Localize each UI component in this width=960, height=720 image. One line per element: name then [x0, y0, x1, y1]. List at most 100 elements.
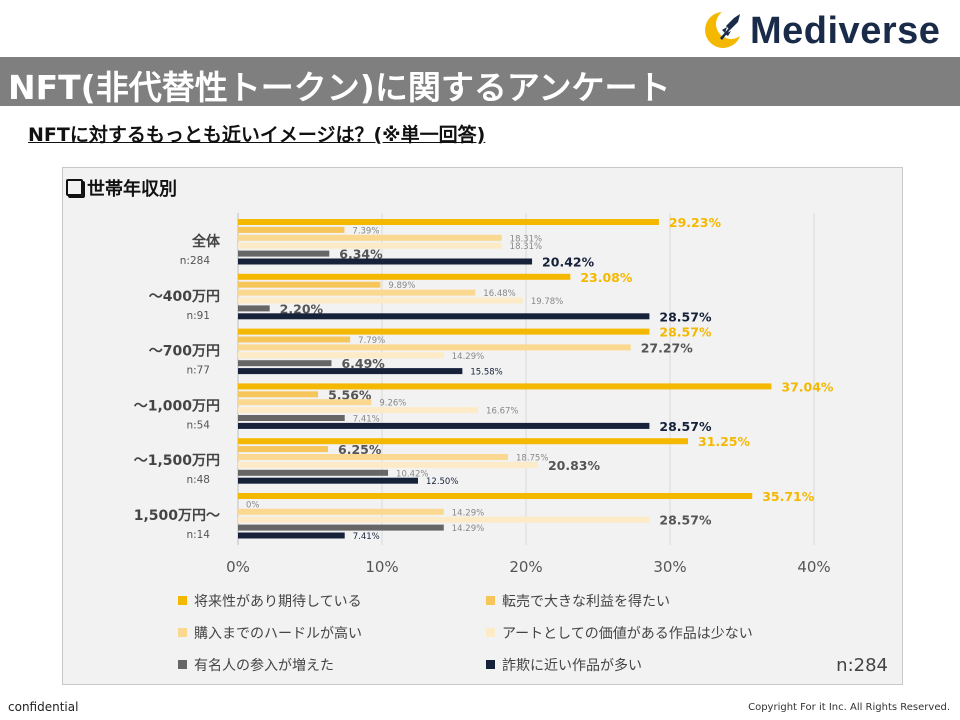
bar-value-label: 7.41%: [353, 415, 380, 425]
category-label: 全体: [191, 233, 221, 250]
bar: [238, 242, 502, 249]
bar: [238, 313, 650, 320]
bar-value-label: 9.26%: [379, 399, 406, 409]
bar: [238, 273, 571, 280]
category-label: ～1,500万円: [134, 453, 220, 469]
bar: [238, 336, 351, 343]
bar-value-label: 2.20%: [280, 301, 324, 316]
bar-value-label: 27.27%: [641, 340, 694, 355]
bar-value-label: 14.29%: [452, 352, 484, 362]
bar-value-label: 6.49%: [341, 356, 385, 371]
legend-swatch: [486, 596, 495, 605]
x-tick-label: 10%: [365, 558, 398, 576]
bar-value-label: 9.89%: [388, 281, 415, 291]
footer-confidential: confidential: [8, 700, 79, 714]
bar: [238, 368, 463, 375]
x-tick-label: 0%: [226, 558, 250, 576]
bar-value-label: 18.31%: [510, 242, 542, 252]
bar-value-label: 14.29%: [452, 508, 484, 518]
bar-value-label: 12.50%: [426, 477, 458, 487]
chart-title-text: 世帯年収別: [87, 179, 177, 200]
legend-label: アートとしての価値がある作品は少ない: [502, 626, 753, 642]
x-tick-label: 20%: [509, 558, 542, 576]
category-n-label: n:54: [186, 419, 210, 431]
bar-value-label: 20.83%: [548, 458, 601, 473]
bar: [238, 516, 650, 523]
bar: [238, 454, 508, 460]
bar: [238, 383, 772, 390]
chart-title: 世帯年収別: [66, 175, 177, 201]
bar-value-label: 37.04%: [781, 379, 834, 394]
bar-value-label: 6.34%: [339, 247, 383, 262]
bar: [238, 508, 444, 515]
bar-value-label: 0%: [246, 500, 260, 510]
category-label: ～1,000万円: [134, 398, 220, 414]
bar: [238, 352, 444, 359]
title-bar: NFT(非代替性トークン)に関するアンケート: [0, 57, 960, 107]
legend-swatch: [486, 628, 495, 637]
bar-value-label: 16.67%: [486, 407, 518, 417]
bar-value-label: 23.08%: [580, 270, 633, 285]
category-label: ～700万円: [149, 344, 220, 360]
bar: [238, 234, 502, 241]
bar: [238, 289, 476, 296]
bar-value-label: 7.41%: [353, 532, 380, 542]
category-n-label: n:77: [186, 365, 210, 377]
bar: [238, 524, 444, 531]
bar: [238, 360, 332, 367]
legend-label: 将来性があり期待している: [194, 594, 362, 610]
bar: [238, 407, 479, 414]
category-label: ～400万円: [149, 289, 220, 305]
bar-value-label: 35.71%: [762, 489, 815, 504]
bar: [238, 477, 418, 484]
bar-value-label: 5.56%: [328, 387, 372, 402]
rocket-moon-icon: [705, 12, 740, 48]
mediverse-logo: Mediverse: [700, 8, 956, 52]
bar: [238, 297, 523, 304]
legend-label: 購入までのハードルが高い: [194, 625, 362, 642]
category-n-label: n:284: [180, 255, 211, 267]
legend-swatch: [178, 660, 187, 669]
bar-value-label: 29.23%: [669, 215, 722, 230]
page-title: NFT(非代替性トークン)に関するアンケート: [8, 68, 671, 107]
bar-value-label: 18.31%: [510, 234, 542, 244]
bar-value-label: 28.57%: [659, 513, 712, 528]
bar: [238, 469, 389, 476]
bar-value-label: 7.39%: [352, 226, 379, 236]
legend-label: 転売で大きな利益を得たい: [502, 593, 670, 610]
bar: [238, 415, 345, 421]
bar-value-label: 18.75%: [516, 454, 548, 464]
bar: [238, 399, 372, 406]
bar-value-label: 31.25%: [698, 434, 751, 449]
bar-value-label: 7.79%: [358, 336, 385, 346]
bar: [238, 422, 650, 429]
bar-value-label: 28.57%: [659, 419, 712, 434]
bar: [238, 219, 659, 225]
legend-swatch: [178, 596, 187, 605]
category-n-label: n:14: [186, 529, 210, 541]
bar-value-label: 28.57%: [659, 325, 712, 340]
bar-value-label: 20.42%: [542, 255, 595, 270]
bar: [238, 281, 381, 288]
category-n-label: n:91: [186, 310, 210, 322]
x-tick-label: 30%: [653, 558, 686, 576]
legend-label: 詐欺に近い作品が多い: [502, 657, 642, 674]
bar: [238, 461, 538, 468]
checkbox-icon: [66, 179, 83, 196]
bar-value-label: 10.42%: [396, 469, 428, 479]
bar: [238, 532, 345, 539]
category-label: 1,500万円～: [134, 508, 220, 524]
survey-question: NFTに対するもっとも近いイメージは？(※単一回答): [28, 124, 486, 146]
bar: [238, 446, 328, 453]
legend-swatch: [486, 660, 495, 669]
bar-value-label: 6.25%: [338, 442, 382, 457]
footer-copyright: Copyright For it Inc. All Rights Reserve…: [748, 702, 950, 713]
bar: [238, 305, 270, 312]
bar-value-label: 15.58%: [470, 368, 502, 378]
bar: [238, 328, 650, 335]
bar-value-label: 14.29%: [452, 524, 484, 534]
bar-value-label: 28.57%: [659, 309, 712, 324]
bar: [238, 344, 631, 351]
brand-name: Mediverse: [750, 10, 941, 52]
